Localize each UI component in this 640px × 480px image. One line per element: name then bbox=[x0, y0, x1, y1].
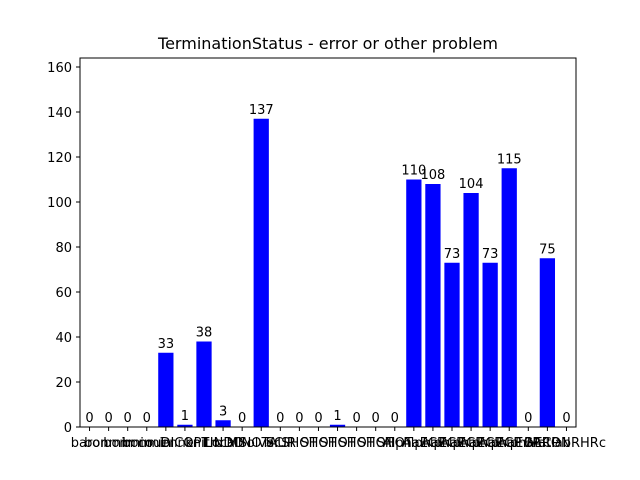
bar bbox=[406, 179, 422, 427]
data-label: 0 bbox=[85, 411, 93, 426]
data-label: 0 bbox=[276, 411, 284, 426]
x-tick-label: SHOT bbox=[281, 436, 317, 451]
x-tick-label: SHOT bbox=[300, 436, 336, 451]
data-label: 73 bbox=[482, 247, 499, 262]
data-label: 110 bbox=[401, 164, 426, 179]
x-tick-label: AlphaECP bbox=[421, 436, 483, 451]
data-label: 115 bbox=[497, 152, 522, 167]
chart-title: TerminationStatus - error or other probl… bbox=[157, 34, 498, 53]
bar bbox=[501, 168, 517, 427]
bar bbox=[196, 341, 212, 427]
data-label: 108 bbox=[421, 168, 446, 183]
axes-frame bbox=[79, 57, 577, 428]
bar bbox=[482, 262, 498, 427]
y-tick-label: 160 bbox=[47, 61, 72, 76]
x-tick-label: couenne bbox=[138, 436, 194, 451]
data-label: 1 bbox=[181, 409, 189, 424]
x-tick-label: baron bbox=[71, 436, 108, 451]
x-tick-label: AlphaECP bbox=[478, 436, 540, 451]
bar bbox=[215, 420, 231, 427]
x-tick-label: BARON bbox=[524, 436, 571, 451]
x-tick-label: SHOT bbox=[319, 436, 355, 451]
bar bbox=[329, 424, 346, 427]
y-tick-label: 140 bbox=[47, 106, 72, 121]
x-tick-label: AlphaECP bbox=[497, 436, 559, 451]
y-tick-label: 20 bbox=[55, 376, 72, 391]
x-tick-label: SHOT bbox=[358, 436, 394, 451]
data-label: 75 bbox=[539, 242, 556, 257]
data-label: 137 bbox=[249, 103, 274, 118]
x-tick-label: SHOT bbox=[377, 436, 413, 451]
data-label: 33 bbox=[158, 337, 175, 352]
data-label: 0 bbox=[562, 411, 570, 426]
y-tick-label: 120 bbox=[47, 151, 72, 166]
x-tick-label: MINOTAUR bbox=[227, 436, 296, 451]
data-label: 0 bbox=[143, 411, 151, 426]
x-tick-label: bonmin bbox=[103, 436, 152, 451]
x-tick-label: SCIP bbox=[266, 436, 295, 451]
data-label: 0 bbox=[352, 411, 360, 426]
x-tick-label: LocalSolver bbox=[205, 436, 280, 451]
data-label: 0 bbox=[372, 411, 380, 426]
bar bbox=[463, 193, 479, 427]
x-tick-label: MatlabRHRc bbox=[527, 436, 606, 451]
x-tick-label: LINDO bbox=[203, 436, 244, 451]
data-label: 73 bbox=[444, 247, 461, 262]
data-label: 0 bbox=[124, 411, 132, 426]
bar bbox=[177, 424, 193, 427]
bar bbox=[425, 184, 441, 427]
y-tick-label: 80 bbox=[55, 241, 72, 256]
x-tick-label: AlphaECP bbox=[402, 436, 464, 451]
bar bbox=[158, 352, 174, 427]
x-tick-label: bonmin bbox=[84, 436, 133, 451]
bar bbox=[253, 118, 269, 427]
data-label: 0 bbox=[104, 411, 112, 426]
y-tick-label: 100 bbox=[47, 196, 72, 211]
bar bbox=[539, 258, 556, 427]
data-label: 0 bbox=[295, 411, 303, 426]
x-tick-label: bonmin bbox=[122, 436, 171, 451]
data-label: 0 bbox=[524, 411, 532, 426]
data-label: 0 bbox=[314, 411, 322, 426]
data-label: 0 bbox=[391, 411, 399, 426]
data-label: 3 bbox=[219, 404, 227, 419]
x-tick-label: DICOPT bbox=[160, 436, 209, 451]
y-tick-label: 40 bbox=[55, 331, 72, 346]
bar bbox=[444, 262, 460, 427]
data-label: 104 bbox=[459, 177, 484, 192]
data-label: 0 bbox=[238, 411, 246, 426]
x-tick-label: AlphaECP bbox=[459, 436, 521, 451]
data-label: 38 bbox=[196, 326, 213, 341]
x-tick-label: AlphaECP bbox=[383, 436, 445, 451]
x-tick-label: SHOT bbox=[339, 436, 375, 451]
y-tick-label: 0 bbox=[64, 421, 72, 436]
data-label: 1 bbox=[333, 409, 341, 424]
x-tick-label: AlphaECP bbox=[440, 436, 502, 451]
x-tick-label: knitro bbox=[185, 436, 223, 451]
y-tick-label: 60 bbox=[55, 286, 72, 301]
